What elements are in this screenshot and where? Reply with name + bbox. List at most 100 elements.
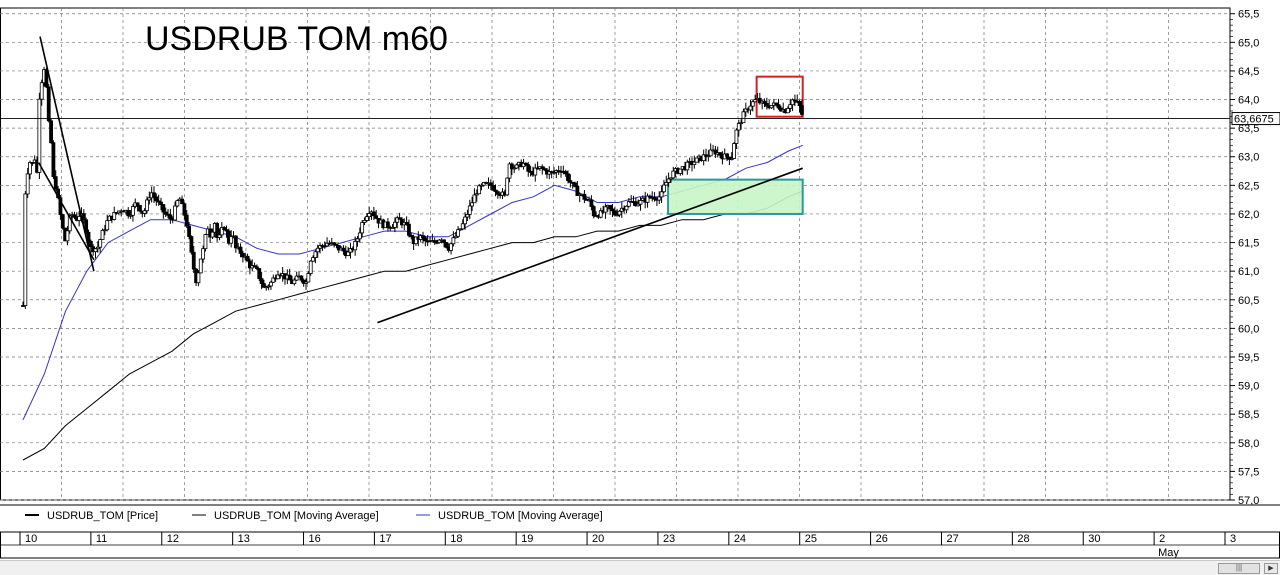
- candle-body: [215, 223, 220, 238]
- candle-body: [259, 278, 264, 284]
- x-tick-label: 24: [734, 533, 746, 545]
- candle-body: [102, 229, 107, 232]
- candle-body: [395, 217, 400, 223]
- candle-body: [315, 247, 320, 253]
- candle-body: [762, 100, 767, 104]
- candle-body: [156, 200, 161, 203]
- candle-body: [294, 275, 299, 281]
- candle-body: [271, 277, 276, 283]
- x-tick-label: 17: [379, 533, 391, 545]
- candle-body: [694, 157, 699, 163]
- candle-body: [671, 170, 676, 179]
- candle-body: [159, 201, 163, 205]
- candle-body: [449, 243, 453, 251]
- candle-body: [233, 235, 238, 249]
- candle-body: [37, 98, 42, 173]
- candle-body: [706, 155, 711, 158]
- candle-body: [526, 164, 531, 172]
- candle-body: [306, 273, 311, 283]
- candle-body: [367, 213, 372, 218]
- candle-body: [131, 206, 135, 216]
- candle-body: [105, 220, 110, 231]
- scrollbar-thumb[interactable]: |||: [1218, 563, 1260, 574]
- candle-body: [573, 182, 577, 187]
- candle-body: [161, 204, 166, 213]
- candle-body: [512, 167, 517, 170]
- y-tick-label: 63,0: [1238, 152, 1259, 164]
- x-tick-label: 11: [96, 533, 107, 545]
- candle-body: [472, 194, 477, 204]
- y-tick-label: 59,5: [1238, 352, 1259, 364]
- candle-body: [266, 285, 271, 288]
- x-tick-label: 2: [1159, 533, 1165, 545]
- candle-body: [154, 196, 159, 202]
- candle-body: [257, 268, 262, 279]
- x-month-label: May: [1158, 547, 1179, 559]
- y-tick-label: 60,5: [1238, 295, 1259, 307]
- x-tick-label: 12: [167, 533, 179, 545]
- x-tick-label: 16: [309, 533, 321, 545]
- candle-body: [734, 129, 739, 144]
- candle-body: [189, 236, 194, 253]
- candle-body: [30, 162, 35, 164]
- y-tick-label: 65,5: [1238, 9, 1259, 21]
- candle-body: [276, 274, 280, 280]
- candle-body: [364, 216, 369, 221]
- candle-body: [180, 198, 184, 205]
- candle-body: [757, 97, 762, 104]
- candle-body: [626, 201, 631, 207]
- trend-line: [39, 36, 95, 272]
- candle-body: [93, 248, 98, 253]
- candle-body: [552, 171, 556, 174]
- candle-body: [788, 104, 793, 109]
- candles: [21, 66, 804, 310]
- candle-body: [53, 176, 58, 190]
- candle-body: [540, 166, 545, 170]
- horizontal-scrollbar[interactable]: ||| ▶: [0, 560, 1280, 575]
- last-price-marker: 63,6675: [0, 112, 1280, 126]
- candle-body: [664, 182, 669, 186]
- candle-body: [598, 210, 603, 218]
- candle-body: [147, 197, 152, 201]
- candle-body: [507, 163, 512, 179]
- candle-body: [474, 193, 479, 196]
- candle-body: [732, 143, 736, 159]
- y-tick-label: 62,0: [1238, 209, 1259, 221]
- candle-body: [467, 205, 472, 215]
- candle-body: [269, 281, 273, 287]
- x-tick-label: 19: [521, 533, 533, 545]
- candle-body: [142, 210, 147, 214]
- candle-body: [423, 237, 428, 242]
- candle-body: [608, 204, 613, 210]
- y-tick-label: 64,0: [1238, 95, 1259, 107]
- candle-body: [163, 211, 168, 215]
- candle-body: [692, 161, 697, 166]
- candle-body: [175, 200, 180, 207]
- y-axis: 57,0 57,5 58,0 58,5 59,0 59,5 60,0 60,5 61,0 61,5…: [1229, 8, 1259, 507]
- candle-body: [589, 199, 594, 207]
- candle-body: [371, 211, 376, 217]
- candle-body: [701, 154, 706, 162]
- candle-body: [404, 222, 409, 225]
- y-tick-label: 58,5: [1238, 409, 1259, 421]
- candle-body: [414, 236, 418, 245]
- candle-body: [662, 184, 666, 193]
- candle-body: [39, 82, 44, 100]
- scroll-right-arrow[interactable]: ▶: [1264, 563, 1278, 574]
- candle-body: [793, 99, 797, 102]
- x-tick-label: 13: [238, 533, 250, 545]
- candle-body: [138, 205, 142, 212]
- candle-body: [196, 272, 201, 284]
- candle-body: [659, 191, 664, 198]
- candle-body: [67, 215, 72, 232]
- chart-title: USDRUB TOM m60: [145, 20, 448, 58]
- candle-body: [355, 238, 360, 242]
- candle-body: [201, 248, 206, 260]
- candle-body: [51, 142, 56, 178]
- candle-body: [238, 246, 243, 254]
- x-tick-label: 23: [663, 533, 675, 545]
- x-tick-label: 20: [592, 533, 604, 545]
- candle-body: [421, 235, 425, 239]
- legend-label: USDRUB_TOM [Moving Average]: [438, 510, 603, 522]
